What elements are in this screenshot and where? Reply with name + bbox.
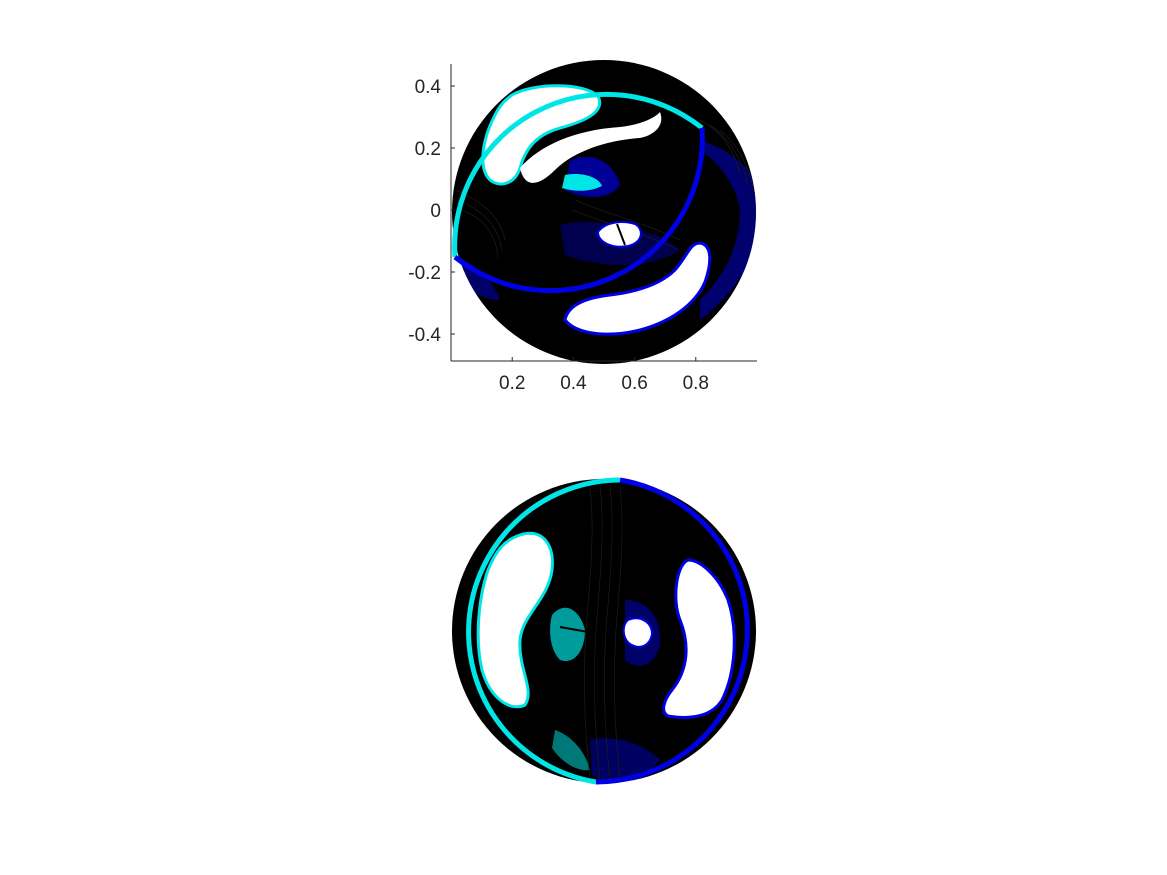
top-x-tick-label: 0.6 xyxy=(621,373,647,394)
top-hole-center xyxy=(596,221,642,248)
bottom-disk-interior xyxy=(476,484,736,782)
top-y-tick-label: 0.4 xyxy=(415,77,442,98)
top-hole-lower-right xyxy=(563,241,712,336)
top-x-tick-label: 0.2 xyxy=(499,373,525,394)
top-y-tick-label: 0.2 xyxy=(415,139,441,160)
bottom-boundary-cyan xyxy=(466,477,621,785)
top-y-ticks: 0.4 0.2 0 -0.2 -0.4 xyxy=(408,77,455,346)
top-y-tick-label: 0 xyxy=(430,201,441,222)
top-blue-region-right xyxy=(700,140,756,320)
top-center-mark xyxy=(616,223,626,246)
top-subplot: 0.2 0.4 0.6 0.8 0.4 0.2 0 -0.2 -0.4 xyxy=(408,60,757,394)
top-contour-lines xyxy=(454,119,756,259)
bottom-boundary-blue xyxy=(595,477,750,785)
bottom-hole-center xyxy=(622,617,654,648)
top-cyan-region-center xyxy=(562,174,602,191)
top-hole-s-bridge xyxy=(520,112,662,183)
top-x-tick-label: 0.4 xyxy=(560,373,587,394)
bottom-hole-right xyxy=(662,558,736,719)
bottom-cyan-region-lower xyxy=(552,730,590,771)
bottom-subplot xyxy=(452,477,756,785)
top-boundary-blue xyxy=(453,127,705,294)
bottom-cyan-region-center xyxy=(550,607,585,661)
top-axes: 0.2 0.4 0.6 0.8 0.4 0.2 0 -0.2 -0.4 xyxy=(408,64,757,394)
top-y-tick-label: -0.2 xyxy=(408,263,441,284)
top-x-ticks: 0.2 0.4 0.6 0.8 xyxy=(499,357,709,394)
bottom-hole-left xyxy=(476,531,554,709)
top-x-tick-label: 0.8 xyxy=(683,373,709,394)
top-y-tick-label: -0.4 xyxy=(408,325,441,346)
bottom-contour-lines xyxy=(583,484,623,781)
top-disk-interior xyxy=(452,84,756,336)
top-boundary-cyan xyxy=(452,91,704,258)
bottom-center-mark xyxy=(559,626,589,633)
